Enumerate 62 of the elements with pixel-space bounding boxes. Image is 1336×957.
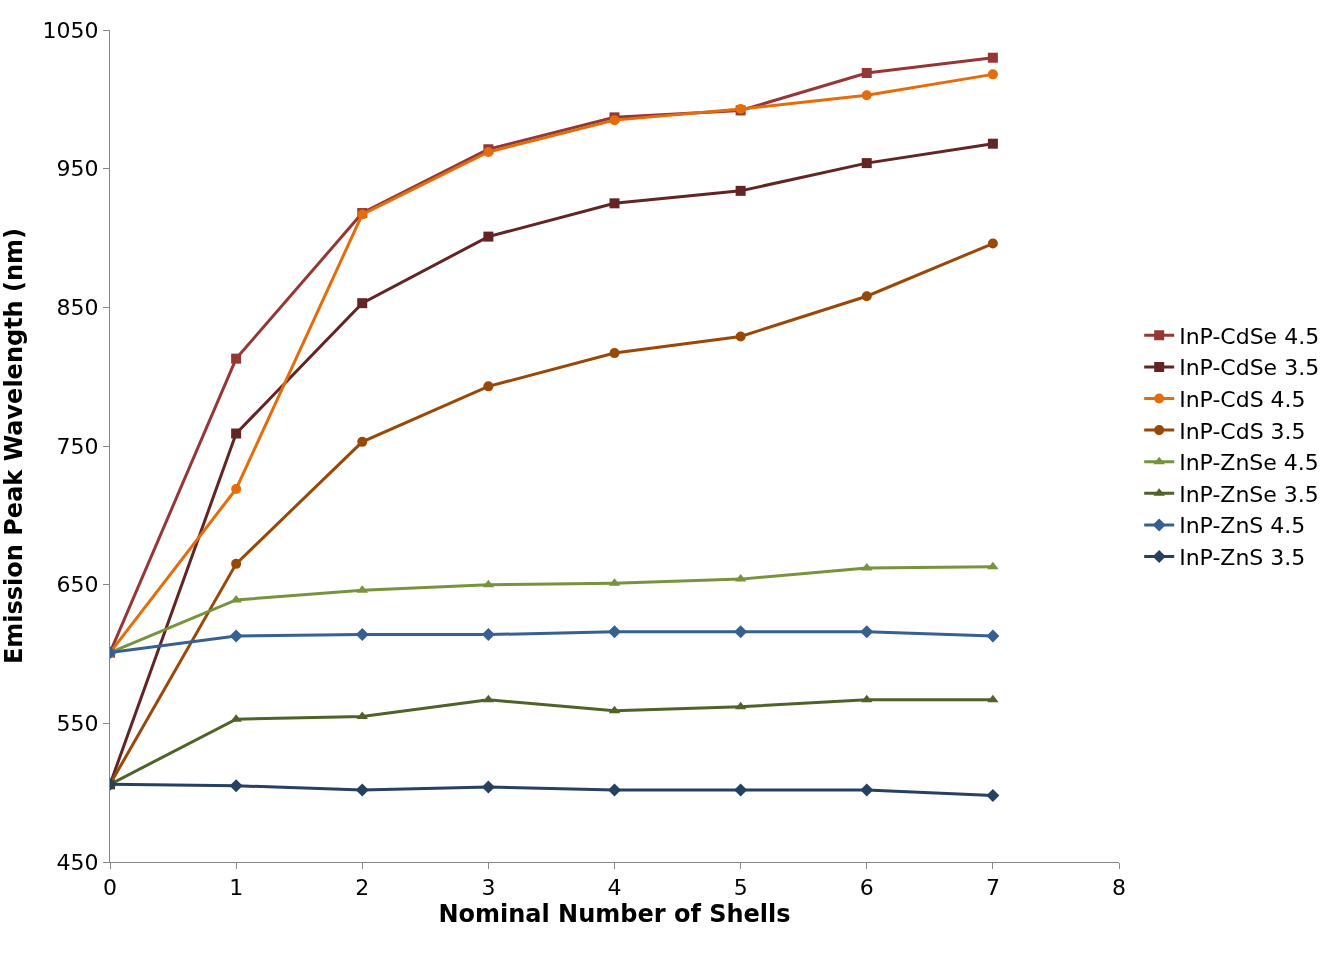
point — [355, 783, 369, 797]
x-tick-label: 2 — [355, 875, 370, 901]
legend-label: InP-ZnSe 3.5 — [1179, 481, 1319, 507]
point — [735, 331, 746, 342]
x-tick-label: 7 — [985, 875, 1000, 901]
legend-label: InP-CdS 3.5 — [1179, 418, 1306, 444]
y-tick-label: 450 — [56, 849, 99, 875]
legend-label: InP-ZnS 4.5 — [1179, 513, 1306, 539]
point — [987, 694, 999, 703]
point — [987, 138, 998, 149]
x-tick-label: 8 — [1112, 875, 1126, 901]
y-axis-title: Emission Peak Wavelength (nm) — [0, 227, 28, 665]
y-tick-label: 550 — [56, 711, 99, 737]
point — [987, 561, 999, 570]
point — [861, 291, 872, 302]
x-tick-label: 0 — [103, 875, 117, 901]
y-tick-label: 950 — [56, 156, 99, 182]
y-tick-label: 650 — [56, 572, 99, 598]
legend-label: InP-CdSe 4.5 — [1179, 323, 1320, 349]
x-axis-title: Nominal Number of Shells — [438, 900, 791, 929]
point — [231, 558, 242, 569]
point — [860, 625, 874, 639]
y-tick-label: 750 — [56, 433, 99, 459]
point — [861, 67, 872, 78]
point — [231, 483, 242, 494]
x-tick-label: 3 — [481, 875, 496, 901]
point — [357, 436, 368, 447]
point — [734, 625, 748, 639]
point — [987, 69, 998, 80]
legend-label: InP-ZnSe 4.5 — [1179, 450, 1319, 476]
x-tick-label: 5 — [733, 875, 748, 901]
point — [735, 185, 746, 196]
point — [229, 629, 243, 643]
point — [734, 783, 748, 797]
x-tick-label: 1 — [229, 875, 244, 901]
point — [483, 231, 494, 242]
point — [609, 198, 620, 209]
point — [861, 90, 872, 101]
point — [231, 428, 242, 439]
point — [229, 779, 243, 793]
point — [231, 353, 242, 364]
point — [481, 628, 495, 642]
point — [861, 158, 872, 169]
point — [608, 625, 621, 639]
point — [860, 783, 874, 797]
point — [483, 381, 494, 392]
point — [355, 628, 369, 642]
point — [986, 629, 1000, 643]
point — [608, 783, 621, 797]
legend-label: InP-ZnS 3.5 — [1179, 545, 1306, 571]
point — [986, 788, 1000, 802]
point — [987, 238, 998, 249]
x-tick-label: 6 — [859, 875, 874, 901]
point — [481, 780, 495, 794]
x-tick-label: 4 — [607, 875, 622, 901]
legend-label: InP-CdS 4.5 — [1179, 387, 1306, 413]
point — [609, 348, 620, 359]
y-tick-label: 850 — [56, 295, 99, 321]
point — [357, 298, 368, 309]
y-tick-label: 1050 — [42, 17, 99, 43]
point — [987, 52, 998, 63]
legend-label: InP-CdSe 3.5 — [1179, 355, 1320, 381]
